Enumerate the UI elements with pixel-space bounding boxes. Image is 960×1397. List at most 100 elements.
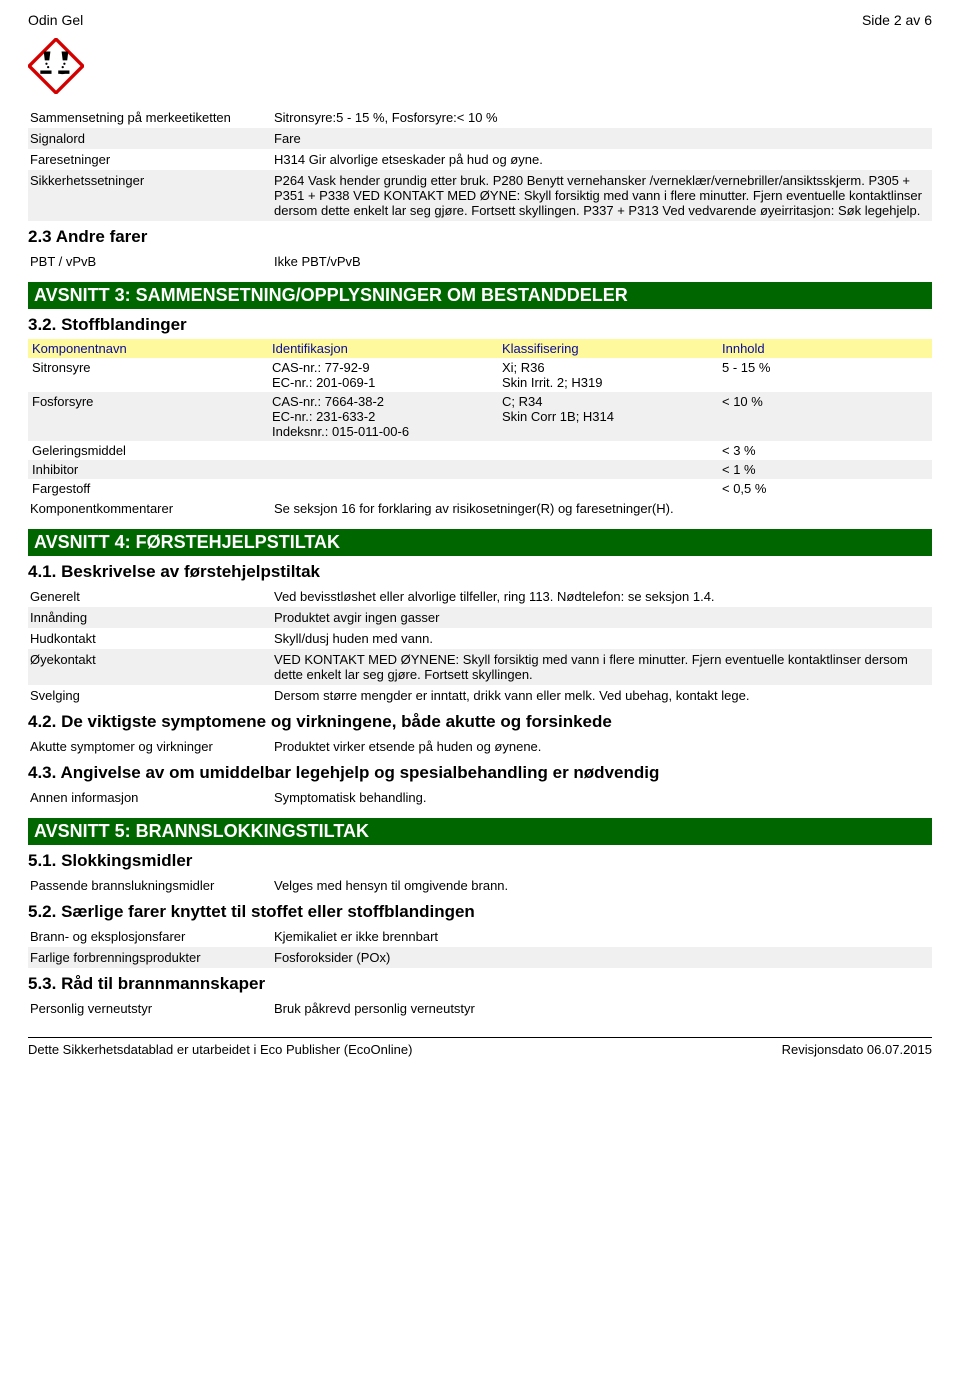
table-row: Fargestoff < 0,5 %: [28, 479, 932, 498]
kv-val: Se seksjon 16 for forklaring av risikose…: [268, 499, 932, 518]
table-cell-id: [268, 441, 498, 460]
kv-val: Fare: [268, 129, 932, 148]
table-cell-content: < 0,5 %: [718, 479, 932, 498]
kv-row: Personlig verneutstyrBruk påkrevd person…: [28, 998, 932, 1019]
kv-row: Passende brannslukningsmidlerVelges med …: [28, 875, 932, 896]
kv-key: Signalord: [28, 129, 268, 148]
kv-row: GenereltVed bevisstløshet eller alvorlig…: [28, 586, 932, 607]
kv-val: Velges med hensyn til omgivende brann.: [268, 876, 932, 895]
section5-rows1: Passende brannslukningsmidlerVelges med …: [28, 875, 932, 896]
table-cell-content: 5 - 15 %: [718, 358, 932, 392]
kv-row: Annen informasjonSymptomatisk behandling…: [28, 787, 932, 808]
page-footer: Dette Sikkerhetsdatablad er utarbeidet i…: [28, 1037, 932, 1057]
kv-row: HudkontaktSkyll/dusj huden med vann.: [28, 628, 932, 649]
section4-rows2: Akutte symptomer og virkningerProduktet …: [28, 736, 932, 757]
kv-row: Sammensetning på merkeetikettenSitronsyr…: [28, 107, 932, 128]
table-header: Identifikasjon: [268, 339, 498, 358]
kv-val: Bruk påkrevd personlig verneutstyr: [268, 999, 932, 1018]
table-cell-name: Geleringsmiddel: [28, 441, 268, 460]
section5-rows3: Personlig verneutstyrBruk påkrevd person…: [28, 998, 932, 1019]
table-cell-cls: C; R34 Skin Corr 1B; H314: [498, 392, 718, 441]
section4-rows3: Annen informasjonSymptomatisk behandling…: [28, 787, 932, 808]
table-row: Inhibitor< 1 %: [28, 460, 932, 479]
table-cell-name: Fosforsyre: [28, 392, 268, 441]
section5-sub1: 5.1. Slokkingsmidler: [28, 851, 932, 871]
kv-key: PBT / vPvB: [28, 252, 268, 271]
table-cell-content: < 10 %: [718, 392, 932, 441]
kv-val: Ved bevisstløshet eller alvorlige tilfel…: [268, 587, 932, 606]
table-row: SitronsyreCAS-nr.: 77-92-9 EC-nr.: 201-0…: [28, 358, 932, 392]
page-number: Side 2 av 6: [862, 12, 932, 28]
kv-val: Produktet virker etsende på huden og øyn…: [268, 737, 932, 756]
kv-key: Svelging: [28, 686, 268, 705]
section3-comment: KomponentkommentarerSe seksjon 16 for fo…: [28, 498, 932, 519]
kv-key: Komponentkommentarer: [28, 499, 268, 518]
kv-row: SignalordFare: [28, 128, 932, 149]
kv-val: Ikke PBT/vPvB: [268, 252, 932, 271]
table-row: FosforsyreCAS-nr.: 7664-38-2 EC-nr.: 231…: [28, 392, 932, 441]
section2-rows: Sammensetning på merkeetikettenSitronsyr…: [28, 107, 932, 221]
section4-sub1: 4.1. Beskrivelse av førstehjelpstiltak: [28, 562, 932, 582]
kv-key: Faresetninger: [28, 150, 268, 169]
table-cell-name: Sitronsyre: [28, 358, 268, 392]
kv-key: Brann- og eksplosjonsfarer: [28, 927, 268, 946]
table-header: Innhold: [718, 339, 932, 358]
table-header: Klassifisering: [498, 339, 718, 358]
kv-key: Generelt: [28, 587, 268, 606]
table-header: Komponentnavn: [28, 339, 268, 358]
section5-rows2: Brann- og eksplosjonsfarerKjemikaliet er…: [28, 926, 932, 968]
kv-row: Brann- og eksplosjonsfarerKjemikaliet er…: [28, 926, 932, 947]
table-cell-content: < 3 %: [718, 441, 932, 460]
section5-sub3: 5.3. Råd til brannmannskaper: [28, 974, 932, 994]
section4-banner: AVSNITT 4: FØRSTEHJELPSTILTAK: [28, 529, 932, 556]
table-cell-name: Inhibitor: [28, 460, 268, 479]
table-cell-id: [268, 479, 498, 498]
table-cell-id: CAS-nr.: 7664-38-2 EC-nr.: 231-633-2 Ind…: [268, 392, 498, 441]
kv-key: Innånding: [28, 608, 268, 627]
kv-key: Øyekontakt: [28, 650, 268, 669]
kv-row: ØyekontaktVED KONTAKT MED ØYNENE: Skyll …: [28, 649, 932, 685]
kv-row: Farlige forbrenningsprodukterFosforoksid…: [28, 947, 932, 968]
section3-sub: 3.2. Stoffblandinger: [28, 315, 932, 335]
kv-key: Sikkerhetssetninger: [28, 171, 268, 190]
table-row: Geleringsmiddel < 3 %: [28, 441, 932, 460]
kv-key: Akutte symptomer og virkninger: [28, 737, 268, 756]
page-header: Odin Gel Side 2 av 6: [28, 12, 932, 28]
table-cell-cls: Xi; R36 Skin Irrit. 2; H319: [498, 358, 718, 392]
kv-val: Dersom større mengder er inntatt, drikk …: [268, 686, 932, 705]
table-cell-cls: [498, 460, 718, 479]
kv-key: Sammensetning på merkeetiketten: [28, 108, 268, 127]
kv-row: Akutte symptomer og virkningerProduktet …: [28, 736, 932, 757]
section4-sub2: 4.2. De viktigste symptomene og virkning…: [28, 712, 932, 732]
kv-val: H314 Gir alvorlige etseskader på hud og …: [268, 150, 932, 169]
kv-val: Skyll/dusj huden med vann.: [268, 629, 932, 648]
table-cell-cls: [498, 479, 718, 498]
kv-val: Produktet avgir ingen gasser: [268, 608, 932, 627]
table-cell-name: Fargestoff: [28, 479, 268, 498]
section5-banner: AVSNITT 5: BRANNSLOKKINGSTILTAK: [28, 818, 932, 845]
kv-val: VED KONTAKT MED ØYNENE: Skyll forsiktig …: [268, 650, 932, 684]
table-cell-id: [268, 460, 498, 479]
kv-row: SikkerhetssetningerP264 Vask hender grun…: [28, 170, 932, 221]
section4-sub3: 4.3. Angivelse av om umiddelbar legehjel…: [28, 763, 932, 783]
kv-row: PBT / vPvBIkke PBT/vPvB: [28, 251, 932, 272]
corrosion-hazard-icon: [28, 38, 84, 94]
component-table: KomponentnavnIdentifikasjonKlassifiserin…: [28, 339, 932, 498]
kv-key: Passende brannslukningsmidler: [28, 876, 268, 895]
kv-key: Farlige forbrenningsprodukter: [28, 948, 268, 967]
product-name: Odin Gel: [28, 12, 83, 28]
kv-row: SvelgingDersom større mengder er inntatt…: [28, 685, 932, 706]
section4-rows1: GenereltVed bevisstløshet eller alvorlig…: [28, 586, 932, 706]
kv-row: FaresetningerH314 Gir alvorlige etseskad…: [28, 149, 932, 170]
kv-val: Fosforoksider (POx): [268, 948, 932, 967]
footer-left: Dette Sikkerhetsdatablad er utarbeidet i…: [28, 1042, 412, 1057]
kv-val: Symptomatisk behandling.: [268, 788, 932, 807]
footer-right: Revisjonsdato 06.07.2015: [782, 1042, 932, 1057]
section5-sub2: 5.2. Særlige farer knyttet til stoffet e…: [28, 902, 932, 922]
kv-val: P264 Vask hender grundig etter bruk. P28…: [268, 171, 932, 220]
kv-val: Sitronsyre:5 - 15 %, Fosforsyre:< 10 %: [268, 108, 932, 127]
section2-andre-farer-heading: 2.3 Andre farer: [28, 227, 932, 247]
section2-sub-rows: PBT / vPvBIkke PBT/vPvB: [28, 251, 932, 272]
table-cell-cls: [498, 441, 718, 460]
kv-key: Personlig verneutstyr: [28, 999, 268, 1018]
